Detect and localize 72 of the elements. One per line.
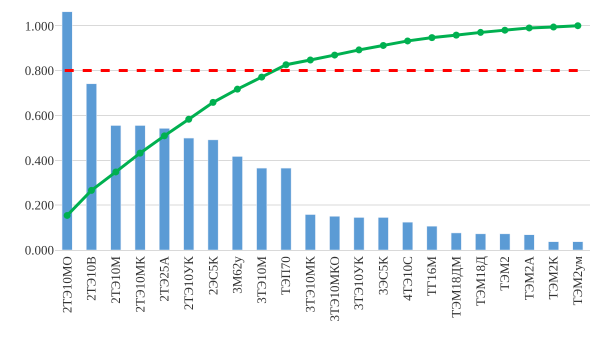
y-tick-label: 0.400: [24, 152, 54, 168]
x-tick-label: ТГ16М: [424, 256, 440, 296]
point: [306, 56, 314, 64]
bar: [402, 222, 413, 250]
x-tick-label: ТЭМ2А: [521, 256, 536, 300]
point: [355, 46, 362, 54]
bar: [183, 138, 194, 250]
point: [526, 24, 533, 32]
x-tick-label: 2ТЭ10УК: [180, 256, 196, 310]
x-tick-label: 3ЭС5К: [376, 256, 391, 296]
bar: [572, 241, 584, 250]
x-tick-label: 2ТЭ10МО: [59, 256, 74, 314]
point: [501, 26, 508, 34]
bar: [256, 168, 268, 250]
y-tick-label: 1.000: [24, 18, 54, 34]
bar: [354, 217, 364, 250]
bar: [450, 232, 462, 250]
point: [380, 42, 387, 49]
x-tick-label: 3ТЭ10МКО: [326, 256, 342, 322]
x-tick-label: ТЭМ2К: [546, 256, 561, 300]
bar: [329, 216, 340, 250]
x-tick-label: 2ТЭ10В: [84, 256, 99, 301]
bar: [378, 217, 389, 250]
y-tick-label: 0.800: [24, 63, 54, 78]
x-tick-label: 3М62у: [230, 256, 245, 294]
point: [428, 34, 436, 42]
point: [550, 24, 558, 31]
y-tick-label: 0.600: [24, 108, 54, 123]
point: [404, 37, 412, 44]
point: [574, 22, 582, 30]
x-tick-label: 2ТЭ10МК: [132, 256, 148, 312]
bar: [426, 226, 438, 250]
x-tick-label: ТЭМ18Д: [472, 256, 488, 306]
bar: [280, 168, 292, 250]
x-tick-label: 2ЭС5К: [205, 256, 220, 296]
bar: [524, 234, 535, 250]
x-tick-label: ТЭП70: [278, 256, 294, 296]
bar: [304, 214, 316, 250]
point: [64, 212, 71, 219]
point: [331, 52, 338, 59]
x-tick-label: 3ТЭ10УК: [351, 256, 366, 310]
point: [185, 116, 192, 123]
bar: [232, 156, 243, 250]
point: [136, 150, 144, 157]
point: [210, 98, 217, 106]
point: [282, 61, 290, 68]
x-tick-label: ТЭМ2ум: [570, 256, 586, 306]
point: [477, 28, 484, 36]
x-tick-label: 3ТЭ10М: [254, 256, 269, 304]
bar: [86, 84, 97, 250]
point: [258, 74, 266, 81]
bar: [134, 125, 146, 250]
bar: [62, 12, 73, 250]
x-tick-label: 2ТЭ10М: [108, 256, 124, 304]
point: [160, 132, 168, 140]
bar: [475, 234, 486, 250]
x-tick-label: 4ТЭ10С: [400, 256, 415, 301]
x-tick-label: 3ТЭ10МК: [302, 256, 318, 312]
x-tick-label: ТЭМ2: [497, 256, 512, 291]
bar: [548, 241, 559, 250]
bar: [110, 125, 122, 250]
bar: [159, 128, 170, 250]
bar: [208, 140, 218, 250]
point: [112, 168, 120, 176]
bar: [500, 234, 510, 250]
point: [234, 86, 241, 93]
point: [452, 32, 460, 39]
x-tick-label: 2ТЭ25А: [156, 256, 172, 302]
y-tick-label: 0.000: [24, 242, 54, 258]
y-tick-label: 0.200: [24, 198, 54, 213]
x-tick-label: ТЭМ18ДМ: [448, 256, 464, 318]
point: [88, 186, 95, 194]
